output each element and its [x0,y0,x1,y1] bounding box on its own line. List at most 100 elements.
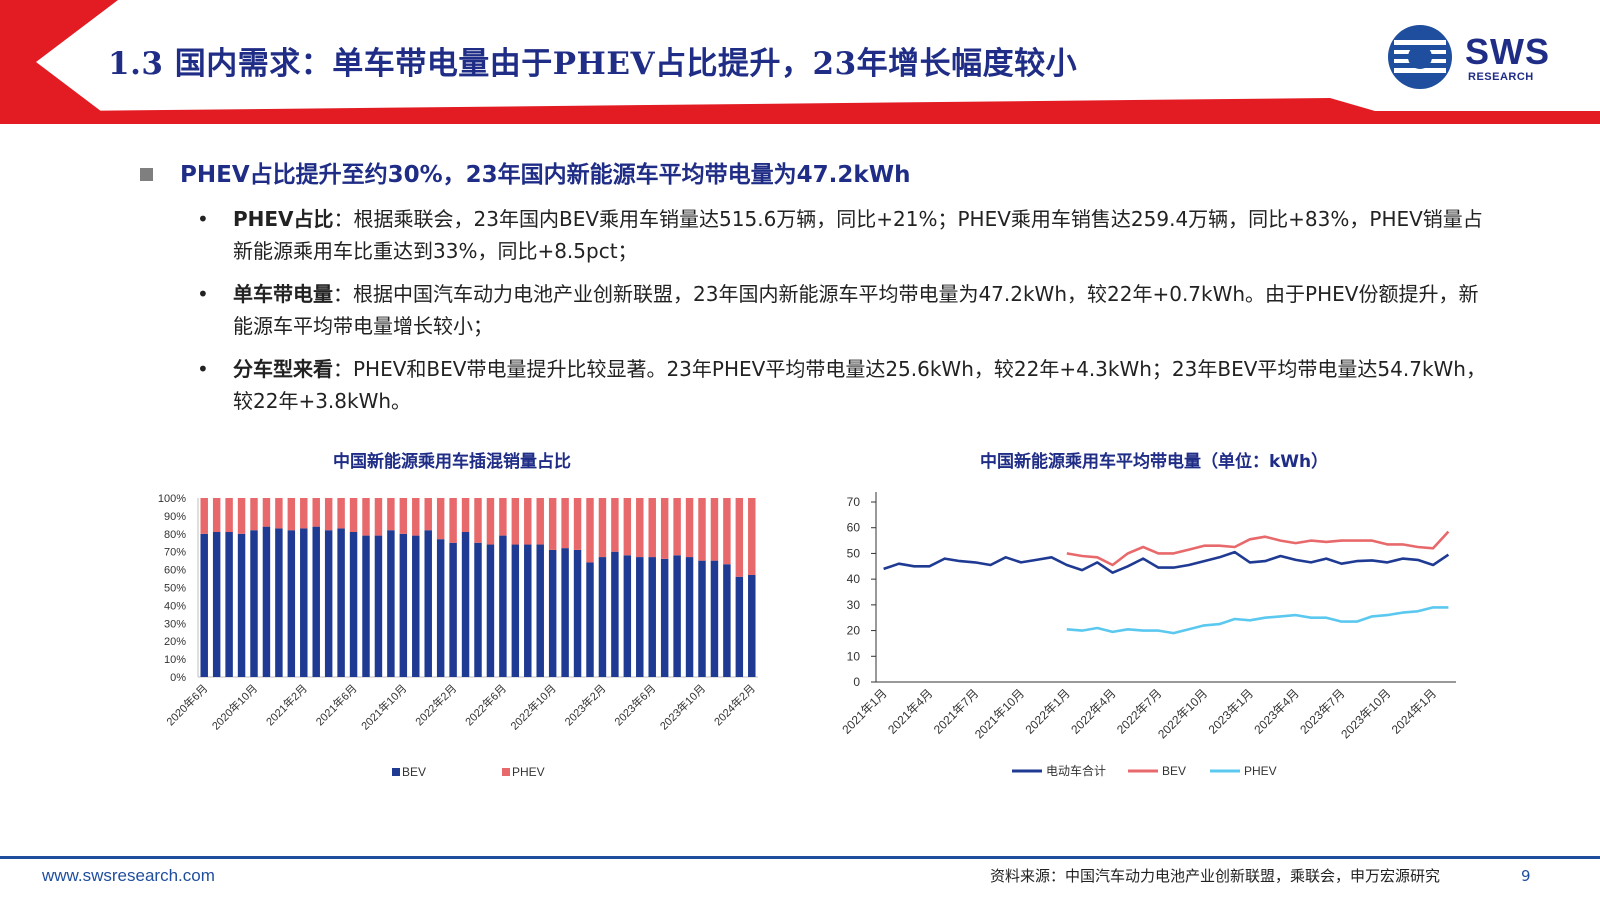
phev-bar [337,498,345,529]
bev-bar [424,530,432,677]
bev-bar [511,544,520,677]
phev-bar [424,498,432,531]
y-tick-label: 60% [164,565,186,577]
footer-source: 资料来源：中国汽车动力电池产业创新联盟，乘联会，申万宏源研究 [990,867,1441,885]
battery-capacity-line-chart: 0102030405060702021年1月2021年4月2021年7月2021… [839,492,1456,778]
bev-bar [735,576,744,677]
bev-bar [598,557,607,677]
chart2-title: 中国新能源乘用车平均带电量（单位：kWh） [980,452,1329,472]
bev-bar [200,533,208,677]
bev-bar [212,532,221,677]
phev-bar [561,498,569,549]
series-line-bev [1066,530,1450,567]
sws-logo-icon [1388,25,1452,89]
bullet-item: • PHEV占比：根据乘联会，23年国内BEV乘用车销量达515.6万辆，同比+… [197,203,1487,267]
bullet-item: • 分车型来看：PHEV和BEV带电量提升比较显著。23年PHEV平均带电量达2… [197,353,1487,417]
phev-bar [499,498,507,536]
phev-bar [300,498,308,529]
phev-bar [237,498,246,534]
bev-bar [660,558,669,677]
bev-bar [698,560,706,677]
phev-bar [212,498,221,533]
bev-bar [748,574,756,677]
bev-bar [436,539,445,677]
bev-bar [461,532,470,677]
phev-bar [536,498,544,545]
phev-bar [200,498,208,534]
header-red-band [40,98,1600,124]
phev-bar [710,498,719,561]
bev-bar [486,544,495,677]
phev-share-bar-chart: 0% 10% 20% 30% 40% 50% 60% 70% 80% 90% 100% 2020年6月… [158,493,758,779]
legend-label: 电动车合计 [1046,763,1106,778]
page-number: 9 [1521,867,1531,885]
bullet-label: 单车带电量 [233,282,333,306]
x-tick-label: 2024年1月 [1389,686,1439,736]
bev-bar [536,544,544,677]
phev-bar [399,498,408,534]
bev-bar [300,528,308,677]
y-tick-label: 70 [847,495,861,509]
bev-bar [337,528,345,677]
phev-bar [436,498,445,540]
bev-bar [237,533,246,677]
bev-bar [474,542,482,677]
x-tick-label: 2023年10月 [657,681,708,732]
y-tick-label: 40% [164,600,186,612]
y-tick-label: 50 [847,546,861,560]
footer-website-link[interactable]: www.swsresearch.com [42,866,215,885]
bev-bar [250,530,258,677]
square-bullet-icon [140,168,153,181]
phev-bar [349,498,358,533]
headline-text: PHEV占比提升至约30%，23年国内新能源车平均带电量为47.2kWh [180,162,911,188]
bullet-text: ：根据中国汽车动力电池产业创新联盟，23年国内新能源车平均带电量为47.2kWh… [233,282,1479,338]
x-tick-label: 2022年4月 [1068,686,1118,736]
bullet-list: • PHEV占比：根据乘联会，23年国内BEV乘用车销量达515.6万辆，同比+… [197,203,1487,428]
bev-bar [710,560,719,677]
bullet-text: ：PHEV和BEV带电量提升比较显著。23年PHEV平均带电量达25.6kWh，… [233,357,1486,413]
bev-bar [673,555,681,677]
footer-divider [0,856,1600,859]
y-tick-label: 70% [164,547,186,559]
x-tick-label: 2022年6月 [462,681,509,728]
bullet-dot-icon: • [197,207,209,231]
phev-bar [461,498,470,533]
y-tick-label: 80% [164,529,186,541]
phev-bar [474,498,482,543]
phev-bar [362,498,370,536]
phev-bar [511,498,520,545]
phev-bar [723,498,731,565]
bev-bar [573,549,582,677]
y-tick-label: 0% [170,672,186,684]
x-tick-label: 2023年4月 [1251,686,1301,736]
phev-bar [225,498,233,533]
x-tick-label: 2021年2月 [263,681,310,728]
phev-bar [698,498,706,561]
phev-bar [324,498,333,531]
phev-bar [387,498,395,531]
x-tick-label: 2022年2月 [412,681,459,728]
x-tick-label: 2023年2月 [561,681,608,728]
bullet-label: 分车型来看 [233,357,333,381]
bev-bar [324,530,333,677]
bev-bar [499,535,507,677]
bev-bar [362,535,370,677]
bev-bar [449,542,457,677]
x-tick-label: 2023年10月 [1338,686,1393,741]
bullet-text: ：根据乘联会，23年国内BEV乘用车销量达515.6万辆，同比+21%；PHEV… [233,207,1483,263]
header-left-chevron [0,0,118,124]
phev-bar [636,498,644,558]
bev-bar [586,562,594,677]
bev-bar [685,557,694,677]
phev-bar [586,498,594,563]
legend-label-phev: PHEV [512,765,545,779]
bev-bar [561,548,569,677]
bev-bar [312,526,320,677]
legend-label: BEV [1162,764,1186,778]
y-tick-label: 20 [847,624,861,638]
y-tick-label: 50% [164,583,186,595]
y-tick-label: 60 [847,521,861,535]
x-tick-label: 2020年6月 [163,681,210,728]
x-tick-label: 2023年1月 [1206,686,1256,736]
x-tick-label: 2022年1月 [1022,686,1072,736]
